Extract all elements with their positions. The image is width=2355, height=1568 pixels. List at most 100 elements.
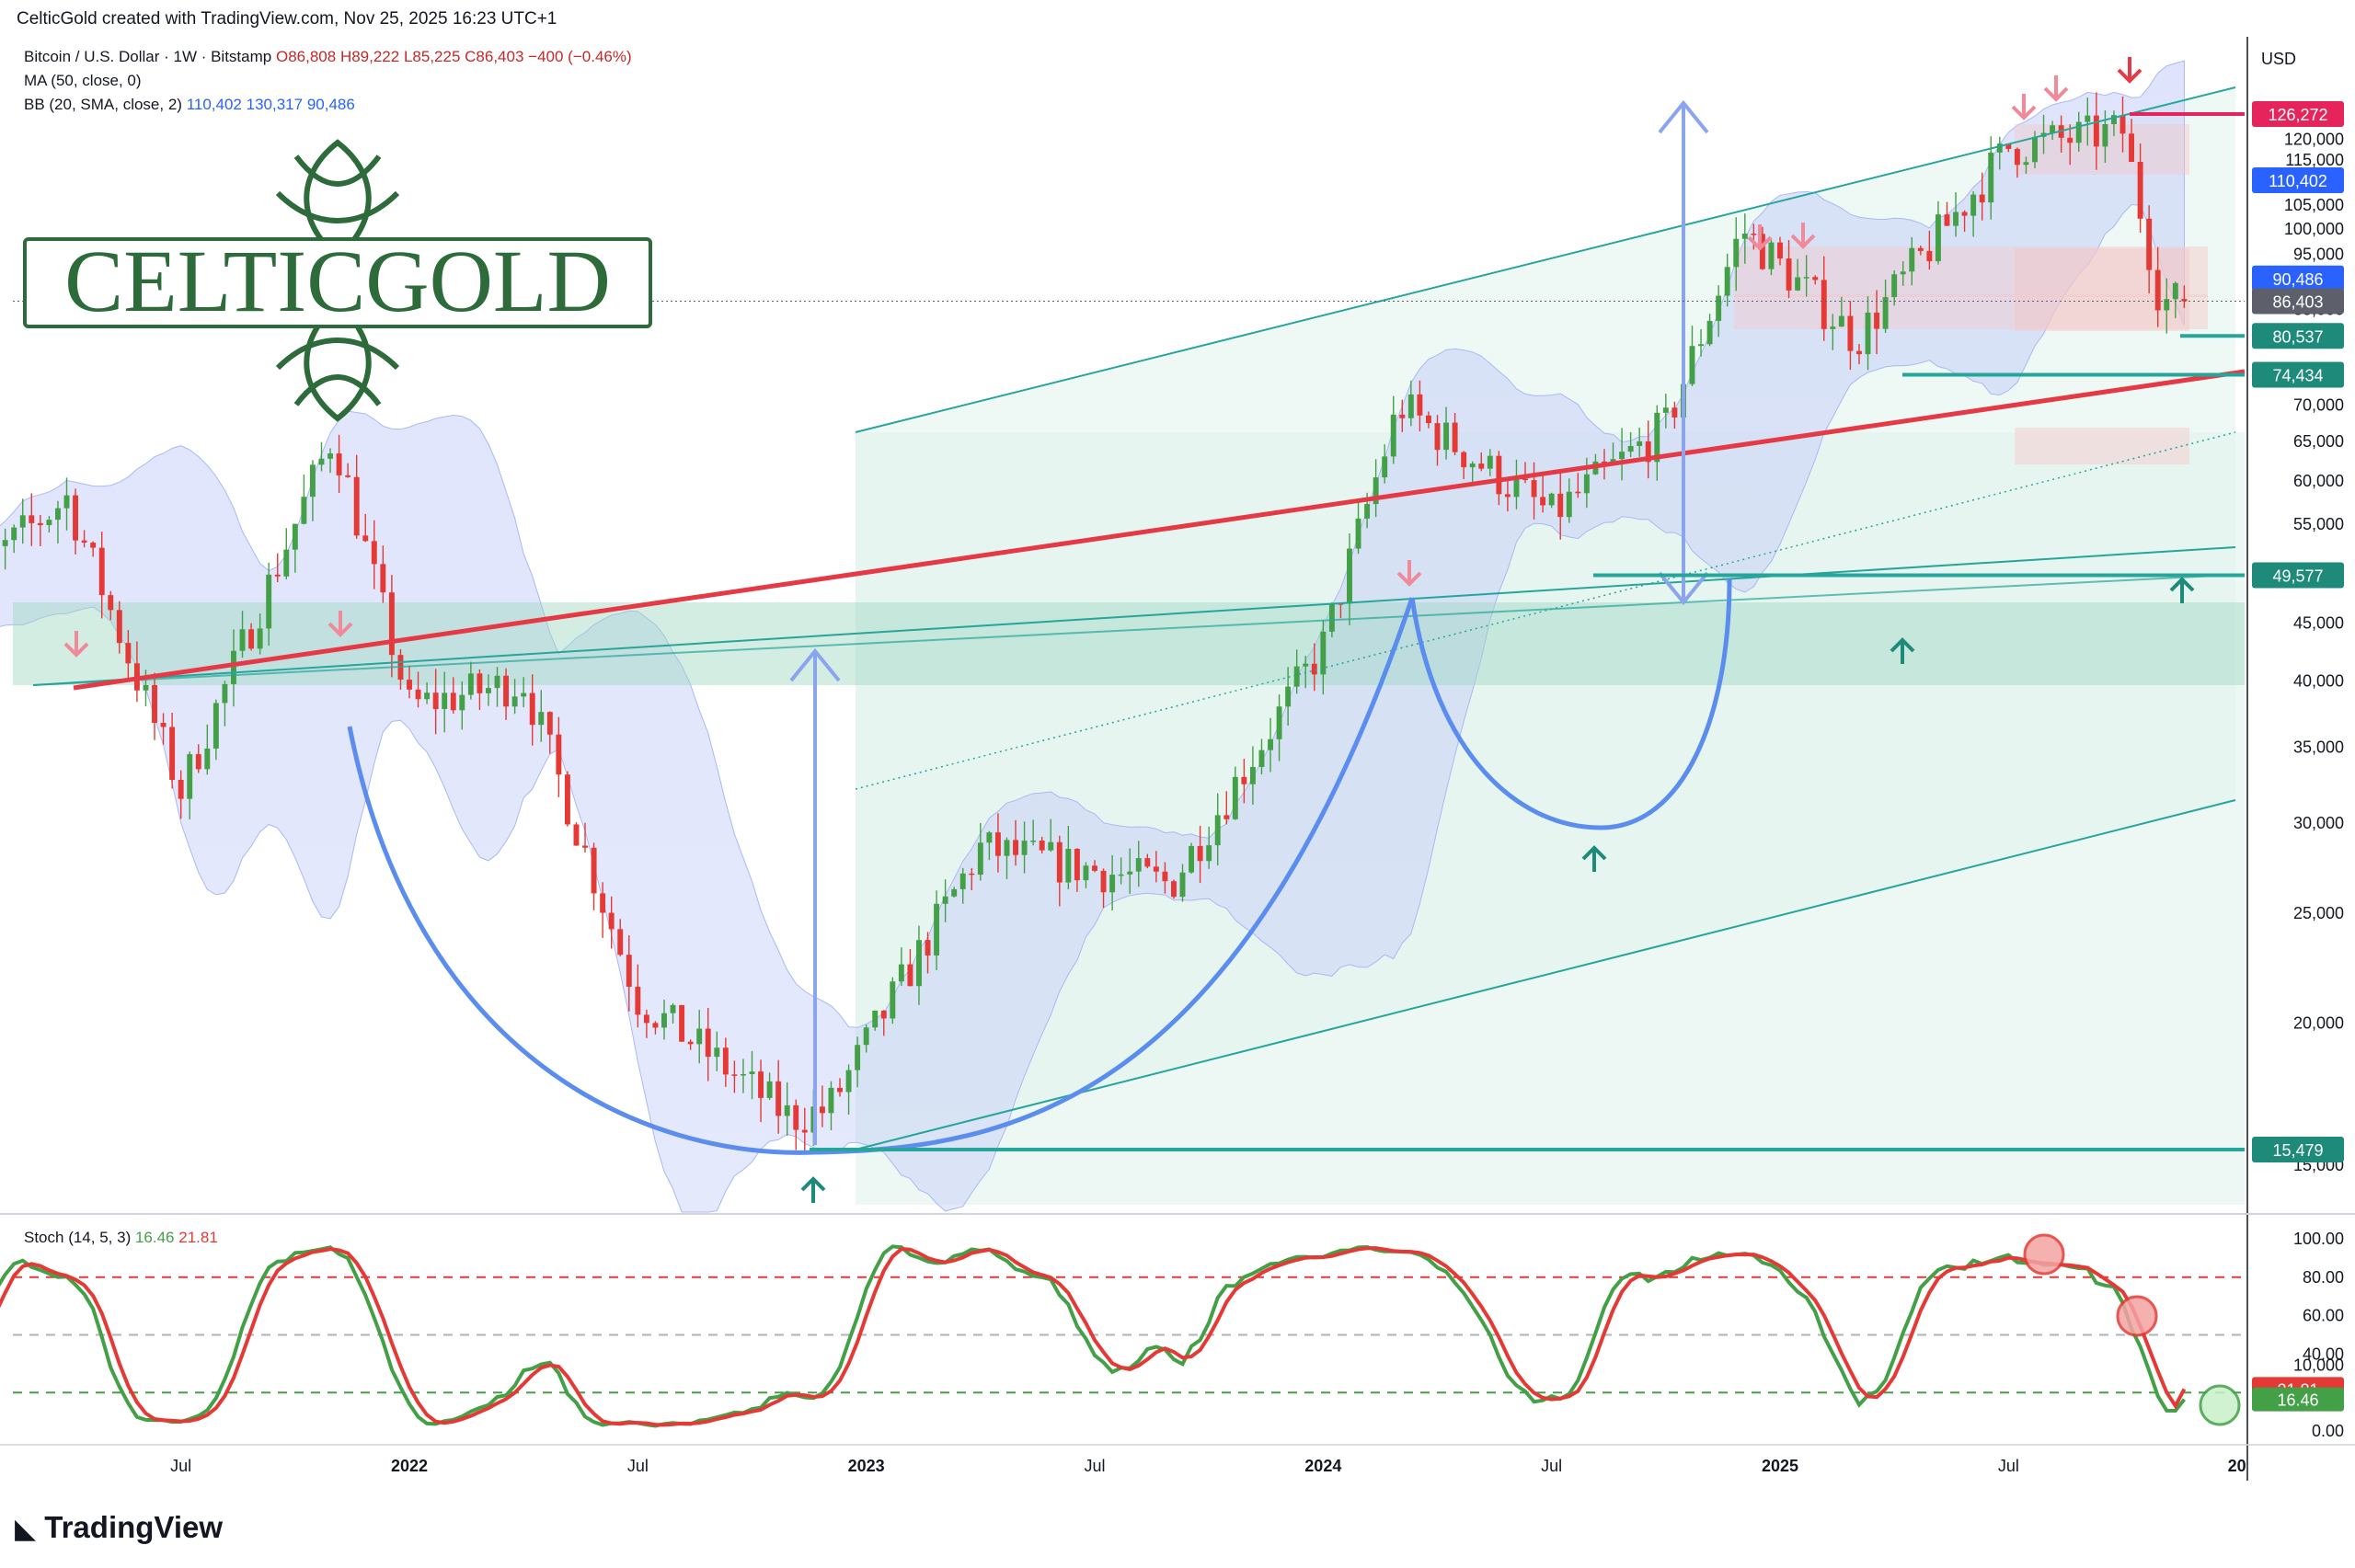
candle-body xyxy=(1021,841,1028,855)
candle-body xyxy=(1487,455,1493,469)
stoch-label: Stoch (14, 5, 3) xyxy=(24,1229,132,1246)
candle xyxy=(1821,256,1827,341)
candle xyxy=(362,513,369,543)
candle xyxy=(529,674,535,746)
candle-body xyxy=(942,896,948,904)
candle xyxy=(1944,201,1950,226)
candle xyxy=(951,887,958,898)
candle-body xyxy=(1724,267,1730,296)
stoch-d-value: 21.81 xyxy=(178,1229,218,1246)
candle-body xyxy=(1258,750,1265,767)
candle xyxy=(1627,431,1634,458)
bottom-arrow-4-head xyxy=(2169,577,2195,592)
candle-body xyxy=(424,692,431,700)
candle-body xyxy=(521,692,527,697)
candle xyxy=(670,1002,676,1024)
candle-body xyxy=(257,628,263,649)
candle xyxy=(1522,462,1528,484)
candle xyxy=(494,667,500,707)
candle xyxy=(1249,746,1256,806)
top-arrow-2-head xyxy=(327,622,353,637)
price-tick-label: 25,000 xyxy=(2293,904,2344,922)
candle-body xyxy=(318,458,325,465)
candle-body xyxy=(1540,497,1546,506)
candle xyxy=(705,1008,711,1082)
candle-body xyxy=(1865,312,1871,355)
candle xyxy=(248,623,255,651)
candle-body xyxy=(556,734,562,775)
candle-body xyxy=(1671,407,1678,418)
candle-body xyxy=(1759,234,1765,269)
price-tick-label: 10,000 xyxy=(2293,1356,2344,1374)
candle-body xyxy=(283,549,290,577)
candle-body xyxy=(916,940,922,987)
candle-body xyxy=(380,564,386,593)
top-arrow-3 xyxy=(1396,560,1422,587)
candle-body xyxy=(266,574,272,629)
candle-body xyxy=(1083,865,1089,881)
candle xyxy=(152,672,157,740)
candle xyxy=(617,919,624,956)
candle xyxy=(2,528,8,570)
candle-body xyxy=(872,1010,879,1028)
candle xyxy=(407,666,412,699)
candle xyxy=(925,932,931,974)
candle xyxy=(432,669,439,735)
candle xyxy=(108,590,114,621)
candle-body xyxy=(1355,518,1361,549)
candle xyxy=(969,867,975,890)
candle-body xyxy=(696,1028,703,1045)
candle xyxy=(994,813,1001,873)
candle-body xyxy=(415,689,421,700)
time-tick-label: 2025 xyxy=(1762,1457,1798,1475)
candle xyxy=(511,679,518,715)
candle xyxy=(1830,314,1836,350)
candle xyxy=(626,934,632,1012)
candle xyxy=(160,713,167,745)
candle-body xyxy=(494,675,500,689)
candle xyxy=(591,842,597,910)
candle-body xyxy=(880,1010,887,1019)
candle xyxy=(1909,236,1915,286)
candle xyxy=(11,524,17,554)
candle-body xyxy=(643,1014,649,1024)
candle xyxy=(1900,261,1906,286)
candle-body xyxy=(1716,295,1722,321)
candle-body xyxy=(108,595,114,611)
candle xyxy=(292,523,298,573)
candle-body xyxy=(152,684,157,723)
candle xyxy=(538,690,545,742)
candle-body xyxy=(1118,874,1124,876)
candle-body xyxy=(529,692,535,726)
candle xyxy=(1654,405,1660,481)
candle-body xyxy=(1926,250,1933,262)
channel-lower-line xyxy=(855,799,2236,1150)
candle-body xyxy=(1135,858,1142,872)
candle xyxy=(353,454,360,539)
candle-body xyxy=(90,543,97,548)
candle-body xyxy=(591,847,597,894)
candle-body xyxy=(994,832,1001,856)
candle-body xyxy=(1917,247,1924,251)
candle xyxy=(213,699,219,761)
candle xyxy=(274,553,281,583)
candle-body xyxy=(784,1104,790,1116)
candle-body xyxy=(652,1023,659,1028)
candle-body xyxy=(1478,464,1485,469)
bottom-arrow-3-head xyxy=(1890,637,1915,653)
top-arrow-7 xyxy=(2043,75,2069,102)
candle-body xyxy=(546,712,553,735)
candle xyxy=(600,882,606,938)
candle-body xyxy=(345,475,351,477)
top-arrow-5 xyxy=(1790,223,1816,249)
candle xyxy=(301,474,307,525)
candle-body xyxy=(828,1087,834,1114)
candle-body xyxy=(1100,870,1107,893)
candle xyxy=(1258,738,1265,775)
candle-body xyxy=(195,754,201,770)
candle-body xyxy=(371,541,377,565)
candle xyxy=(1706,314,1713,347)
candle xyxy=(442,671,448,733)
candle xyxy=(1452,412,1458,456)
